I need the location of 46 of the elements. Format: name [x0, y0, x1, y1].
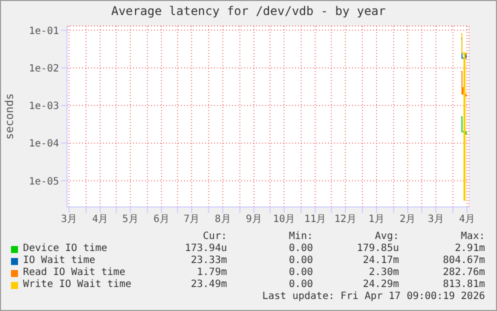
x-tick-label: 6月	[153, 214, 170, 226]
legend-label: Write IO Wait time	[22, 279, 132, 291]
text: 179.85u	[356, 243, 399, 255]
text: 0.00	[288, 243, 313, 255]
text: 282.76m	[442, 267, 485, 279]
x-tick-label: 7月	[184, 214, 200, 226]
text: 2.91m	[454, 243, 485, 255]
x-tick-label: 8月	[214, 214, 231, 226]
text: 23.33m	[190, 255, 227, 267]
text: 24.17m	[362, 255, 399, 267]
text: Last update: Fri Apr 17 09:00:19 2026	[261, 291, 485, 303]
text: 0.00	[288, 279, 313, 291]
text: 24.29m	[362, 279, 399, 291]
x-tick-label: 3月	[428, 214, 444, 226]
text: Min:	[288, 231, 313, 243]
x-tick-label: 1月	[368, 214, 385, 226]
text: Avg:	[374, 231, 399, 243]
x-tick-label: 12月	[334, 214, 356, 226]
text: 2.30m	[368, 267, 399, 279]
y-tick-label: 1e-04	[28, 138, 59, 150]
legend-label: Read IO Wait time	[22, 267, 126, 279]
x-tick-label: 11月	[304, 214, 326, 226]
text: Cur:	[202, 231, 227, 243]
x-tick-label: 4月	[92, 214, 108, 226]
x-tick-label: 2月	[400, 214, 416, 226]
text: Max:	[460, 231, 485, 243]
x-tick-label: 3月	[60, 214, 78, 226]
x-tick-label: 4月	[458, 214, 476, 226]
y-axis-title: seconds	[2, 93, 16, 140]
y-tick-label: 1e-03	[28, 101, 59, 112]
text: 1.79m	[196, 267, 227, 279]
text: 0.00	[288, 267, 313, 279]
x-tick-label: 5月	[122, 214, 138, 226]
text: 0.00	[288, 255, 313, 267]
x-tick-label: 9月	[246, 214, 262, 226]
text: 804.67m	[442, 255, 485, 267]
legend-label: IO Wait time	[22, 255, 96, 267]
text: 23.49m	[190, 279, 227, 291]
y-tick-label: 1e-01	[28, 26, 59, 37]
text: 173.94u	[184, 243, 227, 255]
chart-title: Average latency for /dev/vdb - by year	[110, 4, 387, 18]
text: 813.81m	[442, 279, 485, 291]
legend-label: Device IO time	[22, 243, 108, 255]
y-tick-label: 1e-05	[28, 176, 59, 188]
y-tick-label: 1e-02	[28, 63, 59, 74]
x-tick-label: 10月	[273, 214, 296, 226]
